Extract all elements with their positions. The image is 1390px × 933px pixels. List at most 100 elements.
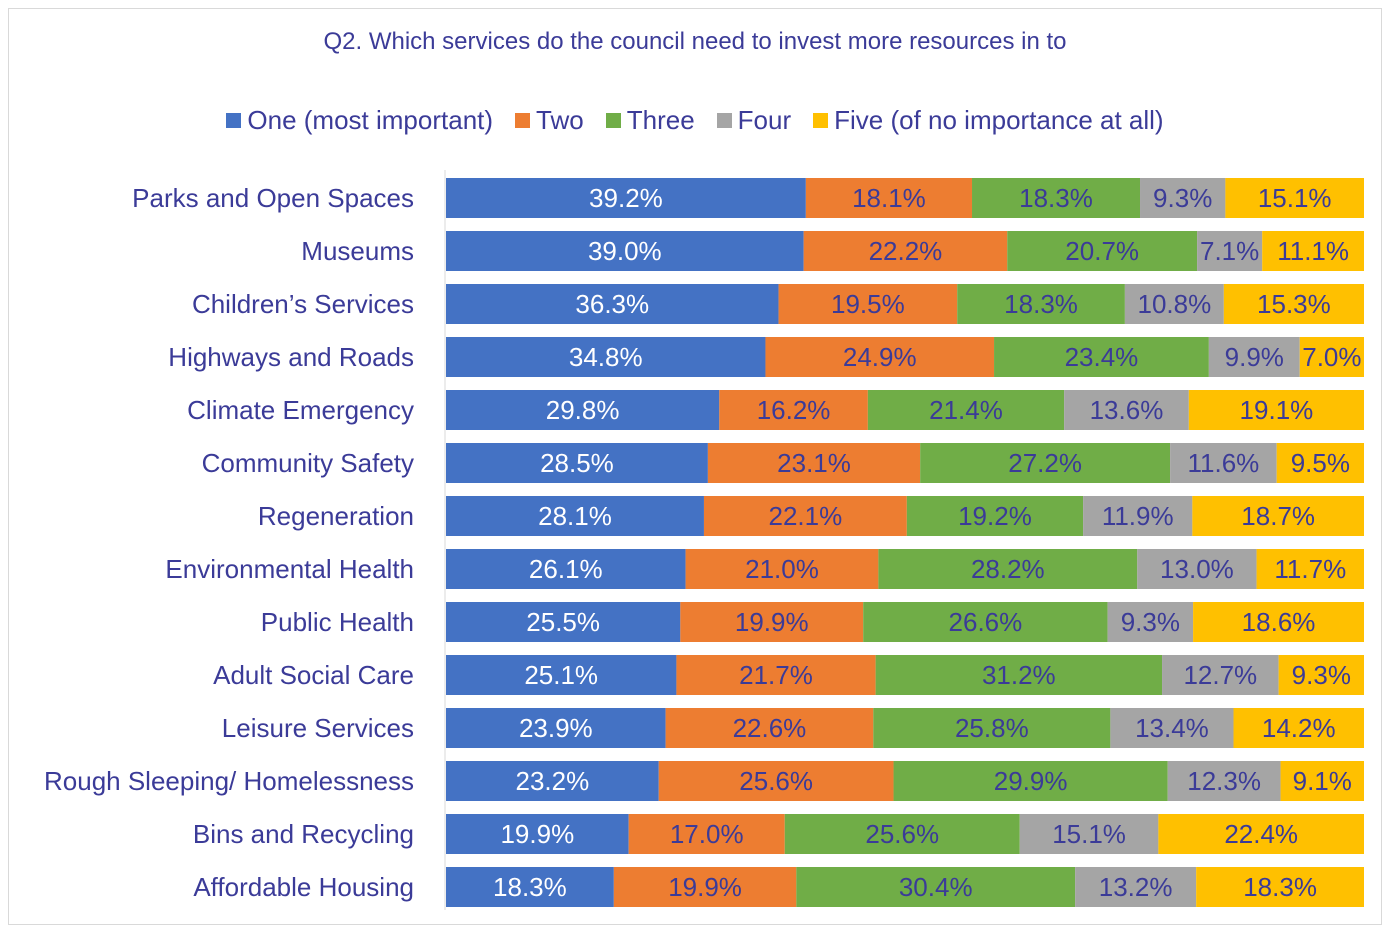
- bar-segment: [1233, 708, 1364, 748]
- data-label: 26.1%: [529, 554, 603, 584]
- data-label: 34.8%: [569, 342, 643, 372]
- data-label: 9.5%: [1291, 448, 1350, 478]
- bar-segment: [875, 655, 1163, 695]
- data-label: 15.1%: [1052, 819, 1126, 849]
- y-tick-label: Museums: [301, 236, 414, 266]
- data-label: 11.1%: [1277, 236, 1349, 266]
- bar-segment: [680, 602, 864, 642]
- data-label: 9.9%: [1225, 342, 1284, 372]
- data-label: 18.3%: [1243, 872, 1317, 902]
- data-label: 21.4%: [929, 395, 1003, 425]
- data-label: 9.1%: [1293, 766, 1352, 796]
- bar-segment: [1192, 496, 1364, 536]
- bar-segment: [1083, 496, 1193, 536]
- data-label: 27.2%: [1008, 448, 1082, 478]
- bar-segment: [446, 655, 677, 695]
- y-tick-label: Environmental Health: [165, 554, 414, 584]
- bar-segment: [1262, 231, 1364, 271]
- bar-segment: [446, 443, 708, 483]
- data-label: 11.7%: [1274, 554, 1346, 584]
- bar-segment: [719, 390, 868, 430]
- data-label: 18.3%: [1019, 183, 1093, 213]
- data-label: 7.1%: [1200, 236, 1259, 266]
- data-label: 13.0%: [1160, 554, 1234, 584]
- data-label: 18.7%: [1241, 501, 1315, 531]
- bar-segment: [1223, 284, 1364, 324]
- bar-segment: [1110, 708, 1234, 748]
- data-label: 11.9%: [1102, 501, 1174, 531]
- data-label: 22.2%: [869, 236, 943, 266]
- legend-item: Five (of no importance at all): [813, 105, 1164, 136]
- y-tick-label: Children’s Services: [192, 289, 414, 319]
- bar-segment: [446, 814, 629, 854]
- data-label: 14.2%: [1262, 713, 1336, 743]
- bar-segment: [873, 708, 1111, 748]
- bar-segment: [784, 814, 1020, 854]
- bar-segment: [1280, 761, 1364, 801]
- bar-segment: [446, 867, 614, 907]
- data-label: 39.0%: [588, 236, 662, 266]
- bar-segment: [613, 867, 797, 907]
- bar-segment: [446, 337, 766, 377]
- data-label: 23.4%: [1065, 342, 1139, 372]
- bar-segment: [1278, 655, 1364, 695]
- chart-title: Q2. Which services do the council need t…: [323, 28, 1067, 55]
- data-label: 19.9%: [735, 607, 809, 637]
- bar-segment: [906, 496, 1084, 536]
- data-label: 25.8%: [955, 713, 1029, 743]
- data-label: 10.8%: [1137, 289, 1211, 319]
- legend-label: Five (of no importance at all): [834, 105, 1164, 135]
- data-label: 11.6%: [1188, 448, 1260, 478]
- legend-label: Four: [737, 105, 792, 135]
- bar-segment: [893, 761, 1168, 801]
- data-label: 19.9%: [500, 819, 574, 849]
- legend-swatch: [515, 113, 531, 128]
- data-label: 9.3%: [1121, 607, 1180, 637]
- bar-segment: [1158, 814, 1364, 854]
- data-label: 22.4%: [1224, 819, 1298, 849]
- data-label: 19.1%: [1240, 395, 1314, 425]
- legend-label: Two: [536, 105, 584, 135]
- bar-segment: [957, 284, 1125, 324]
- legend-label: Three: [626, 105, 695, 135]
- data-label: 28.2%: [971, 554, 1045, 584]
- bar-segment: [878, 549, 1138, 589]
- bar-segment: [1225, 178, 1364, 218]
- data-label: 19.9%: [668, 872, 742, 902]
- data-label: 36.3%: [575, 289, 649, 319]
- bar-segment: [658, 761, 894, 801]
- data-label: 9.3%: [1292, 660, 1351, 690]
- bar-segment: [1276, 443, 1364, 483]
- y-tick-label: Regeneration: [258, 501, 414, 531]
- y-tick-label: Public Health: [261, 607, 414, 637]
- bar-segment: [1140, 178, 1226, 218]
- bar-segment: [1162, 655, 1279, 695]
- legend-item: Two: [515, 105, 584, 136]
- data-label: 30.4%: [899, 872, 973, 902]
- y-tick-label: Bins and Recycling: [193, 819, 414, 849]
- bar-segment: [994, 337, 1209, 377]
- bar-segment: [1208, 337, 1300, 377]
- bar-segment: [863, 602, 1108, 642]
- bar-segment: [446, 602, 681, 642]
- data-label: 12.7%: [1183, 660, 1257, 690]
- bar-segment: [1299, 337, 1364, 377]
- y-tick-label: Highways and Roads: [168, 342, 414, 372]
- bar-segment: [920, 443, 1171, 483]
- data-label: 23.9%: [519, 713, 593, 743]
- data-label: 29.8%: [546, 395, 620, 425]
- data-label: 19.2%: [958, 501, 1032, 531]
- legend-item: Four: [716, 105, 792, 136]
- data-label: 18.1%: [852, 183, 926, 213]
- y-tick-label: Parks and Open Spaces: [132, 183, 414, 213]
- legend-swatch: [605, 113, 621, 128]
- legend: One (most important) Two Three Four Five (of…: [0, 105, 1390, 136]
- bar-segment: [665, 708, 874, 748]
- bar-segment: [446, 390, 720, 430]
- legend-item: Three: [605, 105, 695, 136]
- bar-segment: [446, 549, 686, 589]
- bar-segment: [446, 708, 666, 748]
- bar-segment: [685, 549, 879, 589]
- bar-segment: [803, 231, 1008, 271]
